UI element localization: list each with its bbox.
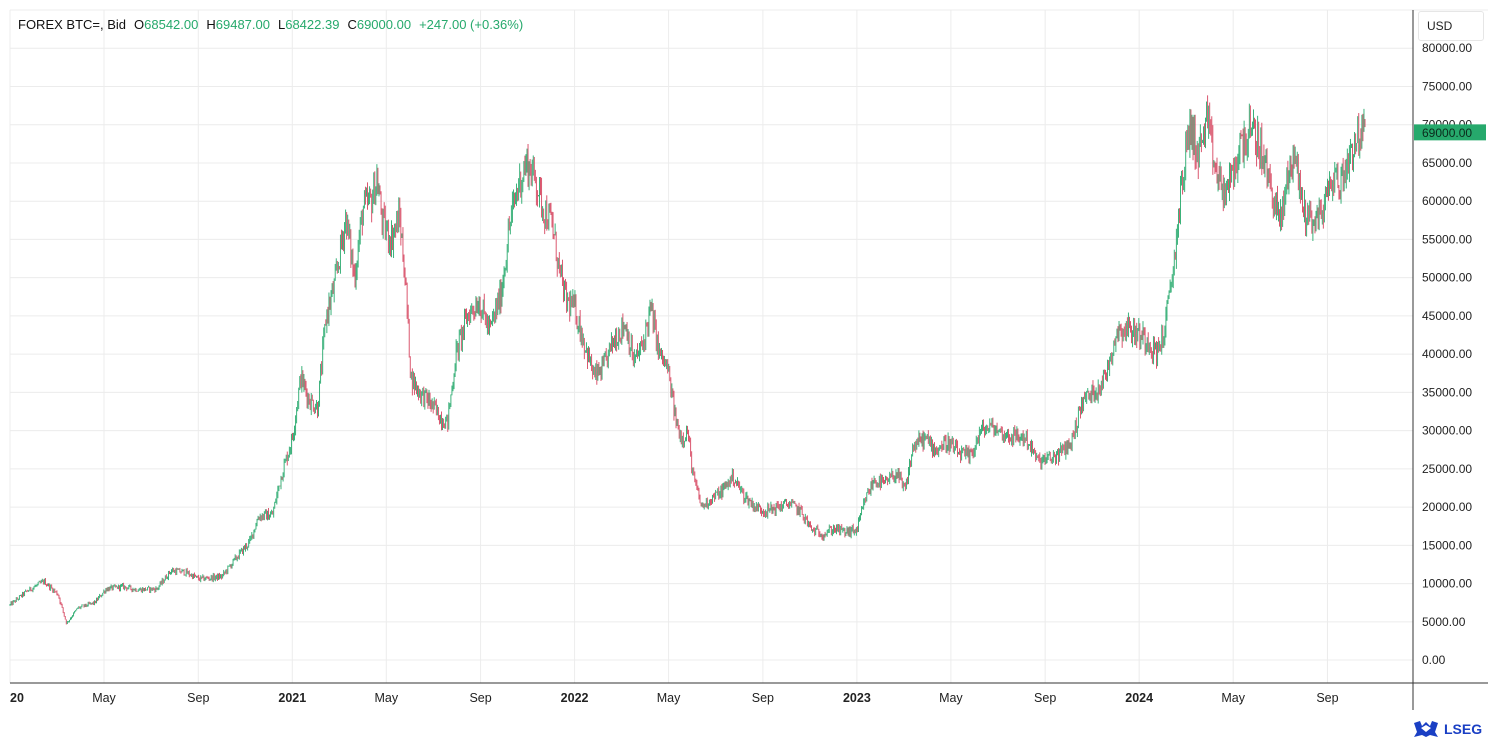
- y-tick-label: 50000.00: [1422, 271, 1472, 285]
- y-tick-label: 30000.00: [1422, 424, 1472, 438]
- last-price-badge: [1414, 124, 1486, 141]
- y-tick-label: 15000.00: [1422, 538, 1472, 552]
- y-tick-label: 55000.00: [1422, 232, 1472, 246]
- x-tick-label: May: [374, 691, 398, 705]
- low-value: 68422.39: [285, 17, 340, 32]
- x-tick-label: May: [657, 691, 681, 705]
- y-tick-label: 10000.00: [1422, 577, 1472, 591]
- ohlc-header: FOREX BTC=, Bid O 68542.00 H 69487.00 L …: [18, 17, 531, 32]
- y-tick-label: 35000.00: [1422, 385, 1472, 399]
- symbol-label: FOREX BTC=, Bid: [18, 17, 126, 32]
- grid: [9, 9, 1488, 683]
- x-tick-label: Sep: [1034, 691, 1056, 705]
- candles: [9, 95, 1366, 625]
- x-tick-label: 2022: [561, 691, 589, 705]
- x-tick-label: May: [939, 691, 963, 705]
- y-tick-label: 25000.00: [1422, 462, 1472, 476]
- axes: 0.00 5000.00 10000.00 15000.00 20000.00 25000…: [10, 10, 1488, 710]
- y-tick-label: 65000.00: [1422, 156, 1472, 170]
- x-tick-label: Sep: [469, 691, 491, 705]
- x-tick-label: 2021: [278, 691, 306, 705]
- x-tick-label: Sep: [1316, 691, 1338, 705]
- high-label: H: [206, 17, 216, 32]
- y-tick-label: 0.00: [1422, 653, 1446, 667]
- high-value: 69487.00: [215, 17, 270, 32]
- y-tick-label: 40000.00: [1422, 347, 1472, 361]
- open-label: O: [134, 17, 145, 32]
- lseg-logo-icon: [1414, 721, 1438, 737]
- x-tick-label: Sep: [752, 691, 774, 705]
- x-tick-label: 20: [10, 691, 24, 705]
- currency-selector[interactable]: USD: [1418, 11, 1484, 41]
- y-tick-label: 20000.00: [1422, 500, 1472, 514]
- brand-logo: LSEG: [1412, 720, 1482, 738]
- y-tick-label: 80000.00: [1422, 41, 1472, 55]
- last-price-label: 69000.00: [1422, 126, 1472, 140]
- close-value: 69000.00: [356, 17, 412, 32]
- brand-name: LSEG: [1444, 721, 1483, 737]
- y-tick-label: 60000.00: [1422, 194, 1472, 208]
- open-value: 68542.00: [144, 17, 199, 32]
- x-tick-label: 2023: [843, 691, 871, 705]
- change-value: +247.00 (+0.36%): [419, 17, 524, 32]
- close-label: C: [347, 17, 357, 32]
- y-tick-label: 75000.00: [1422, 79, 1472, 93]
- x-tick-label: Sep: [187, 691, 209, 705]
- y-tick-label: 5000.00: [1422, 615, 1466, 629]
- x-tick-label: 2024: [1125, 691, 1153, 705]
- low-label: L: [277, 17, 286, 32]
- y-tick-label: 45000.00: [1422, 309, 1472, 323]
- x-tick-label: May: [1221, 691, 1245, 705]
- x-tick-label: May: [92, 691, 116, 705]
